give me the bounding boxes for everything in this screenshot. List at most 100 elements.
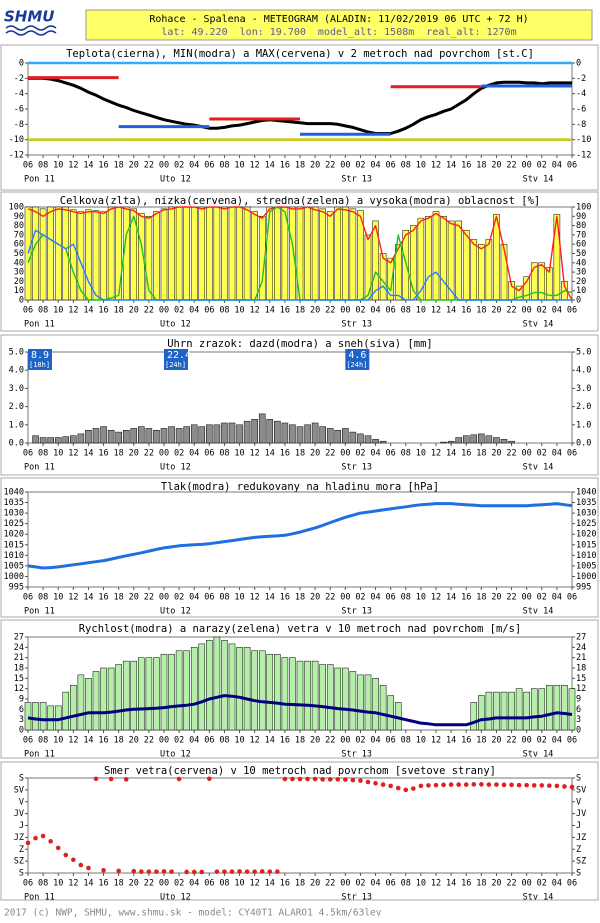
bar — [326, 664, 334, 731]
bar — [568, 688, 576, 731]
x-tick-label: 22 — [325, 449, 335, 459]
x-tick-label: 18 — [295, 306, 305, 316]
day-label: Uto 12 — [160, 175, 191, 185]
dot — [55, 845, 61, 851]
dot — [516, 782, 522, 788]
x-tick-label: 12 — [250, 449, 260, 459]
x-tick-label: 10 — [416, 161, 426, 171]
y-tick-label: 1025 — [576, 519, 596, 529]
dot — [169, 869, 174, 874]
x-tick-label: 06 — [204, 161, 214, 171]
y-tick-label: 1015 — [576, 540, 596, 550]
bar — [228, 422, 236, 444]
bar — [538, 262, 546, 301]
y-tick-label: 1000 — [4, 572, 24, 582]
panel-title: Uhrn zrazok: dazd(modra) a sneh(siva) [m… — [167, 338, 433, 350]
bar — [243, 647, 251, 731]
y-tick-label: 2.0 — [9, 402, 24, 412]
bar — [62, 436, 70, 444]
x-tick-label: 18 — [114, 449, 124, 459]
bar — [266, 653, 274, 731]
bar — [47, 437, 54, 444]
bar — [281, 657, 289, 731]
bar — [85, 678, 92, 731]
x-tick-label: 22 — [506, 306, 516, 316]
bar — [311, 206, 319, 301]
total-value: 4.6 — [348, 350, 366, 361]
y-tick-label: 0 — [576, 726, 581, 736]
bar — [372, 439, 379, 444]
x-tick-label: 02 — [537, 879, 547, 889]
x-tick-label: 00 — [522, 593, 532, 603]
day-label: Pon 11 — [24, 320, 55, 330]
x-tick-label: 00 — [159, 736, 169, 746]
bar — [379, 440, 387, 444]
x-tick-label: 00 — [340, 449, 350, 459]
y-tick-label: 1030 — [4, 509, 24, 519]
dot — [479, 782, 484, 787]
bar — [107, 430, 115, 444]
bar — [364, 435, 372, 444]
x-tick-label: 00 — [522, 879, 532, 889]
day-label: Uto 12 — [160, 320, 191, 330]
x-tick-label: 00 — [522, 306, 532, 316]
y-tick-label: JZ — [576, 833, 586, 843]
x-tick-label: 20 — [129, 879, 139, 889]
bar — [508, 440, 515, 444]
y-tick-label: 18 — [576, 664, 586, 674]
x-tick-label: 12 — [68, 449, 78, 459]
y-tick-label: V — [576, 797, 581, 807]
x-tick-label: 22 — [144, 449, 154, 459]
day-label: Stv 14 — [523, 463, 554, 473]
bar — [334, 206, 342, 301]
x-tick-label: 16 — [280, 306, 290, 316]
line — [27, 502, 573, 570]
y-tick-label: 3 — [19, 715, 24, 725]
x-tick-label: 12 — [431, 593, 441, 603]
bar — [342, 428, 349, 444]
bar — [342, 206, 349, 301]
day-label: Stv 14 — [523, 893, 554, 903]
total-box — [164, 349, 188, 370]
x-tick-label: 22 — [325, 306, 335, 316]
y-tick-label: -6 — [14, 105, 24, 115]
x-tick-label: 12 — [68, 161, 78, 171]
x-tick-label: 12 — [431, 736, 441, 746]
y-tick-label: JV — [576, 809, 586, 819]
bar — [100, 667, 107, 731]
dot — [471, 782, 477, 787]
x-tick-label: 10 — [234, 879, 244, 889]
panel-title: Teplota(cierna), MIN(modra) a MAX(cerven… — [66, 48, 534, 60]
bar — [138, 426, 145, 444]
dot — [244, 869, 250, 874]
x-tick-label: 18 — [295, 593, 305, 603]
bar — [440, 216, 447, 301]
bar — [77, 674, 85, 731]
x-tick-label: 20 — [310, 593, 320, 603]
bar — [24, 702, 32, 731]
bar — [47, 705, 54, 731]
x-tick-label: 06 — [23, 593, 33, 603]
bar — [289, 206, 296, 301]
dot — [282, 776, 288, 782]
x-tick-label: 22 — [325, 593, 335, 603]
bar — [500, 243, 508, 301]
y-tick-label: 0.0 — [9, 439, 24, 449]
dot — [426, 783, 431, 788]
bar — [334, 667, 342, 731]
bar — [296, 660, 304, 731]
x-tick-label: 08 — [219, 736, 229, 746]
x-tick-label: 06 — [386, 161, 396, 171]
x-tick-label: 06 — [567, 306, 577, 316]
x-tick-label: 20 — [310, 161, 320, 171]
logo-wave — [5, 30, 57, 36]
x-tick-label: 14 — [83, 593, 93, 603]
x-tick-label: 20 — [129, 593, 139, 603]
y-tick-label: 4.0 — [576, 366, 591, 376]
x-tick-label: 14 — [446, 736, 456, 746]
x-tick-label: 14 — [83, 306, 93, 316]
bar — [546, 684, 553, 731]
dot — [524, 782, 529, 788]
x-tick-label: 06 — [567, 879, 577, 889]
x-tick-label: 20 — [310, 449, 320, 459]
